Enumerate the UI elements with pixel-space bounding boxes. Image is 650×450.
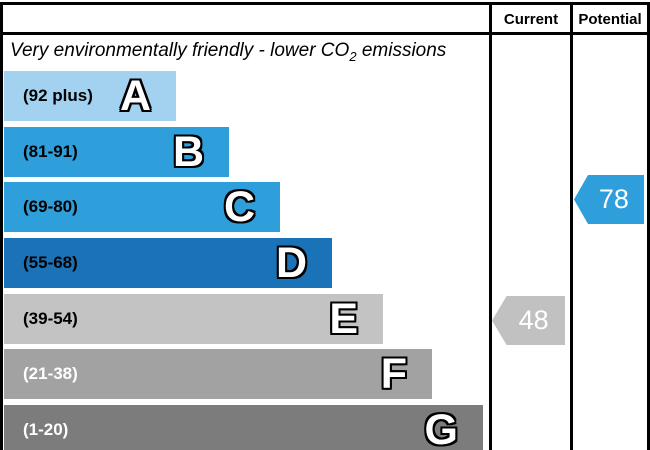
band-letter: A: [119, 72, 151, 120]
band-row-f: (21-38) F: [4, 349, 432, 399]
band-row-e: (39-54) E: [4, 294, 383, 344]
band-letter: D: [275, 239, 307, 287]
band-range-label: (92 plus): [23, 86, 93, 105]
band-range-label: (55-68): [23, 253, 78, 272]
band-row-a: (92 plus) A: [4, 71, 176, 121]
band-letter: F: [380, 350, 407, 398]
band-letter: C: [223, 183, 255, 231]
band-letter: G: [424, 406, 458, 450]
potential-column-header: Potential: [578, 11, 642, 28]
band-letter: E: [329, 295, 358, 343]
band-row-b: (81-91) B: [4, 127, 229, 177]
potential-rating-value: 78: [598, 184, 629, 214]
band-row-d: (55-68) D: [4, 238, 332, 288]
current-column-divider: [489, 2, 492, 450]
header-separator-line: [0, 32, 650, 35]
table-top-border: [0, 2, 650, 5]
chart-title-subscript: 2: [349, 48, 357, 64]
band-range-label: (69-80): [23, 197, 78, 216]
band-letter: B: [172, 128, 204, 176]
current-rating-value: 48: [518, 305, 549, 335]
band-row-g: (1-20) G: [4, 405, 483, 450]
band-range-label: (1-20): [23, 420, 69, 439]
current-rating-arrow: 48: [492, 296, 565, 345]
chart-title: Very environmentally friendly - lower CO…: [10, 40, 480, 64]
potential-rating-arrow: 78: [574, 175, 644, 224]
chart-title-suffix: emissions: [356, 40, 447, 61]
band-range-label: (21-38): [23, 364, 78, 383]
band-row-c: (69-80) C: [4, 182, 280, 232]
band-range-label: (39-54): [23, 309, 78, 328]
table-right-border: [647, 2, 650, 450]
band-range-label: (81-91): [23, 142, 78, 161]
chart-title-text: Very environmentally friendly - lower CO: [10, 40, 350, 61]
current-column-header: Current: [503, 11, 559, 28]
potential-column-divider: [570, 2, 573, 450]
table-left-border: [0, 2, 3, 450]
